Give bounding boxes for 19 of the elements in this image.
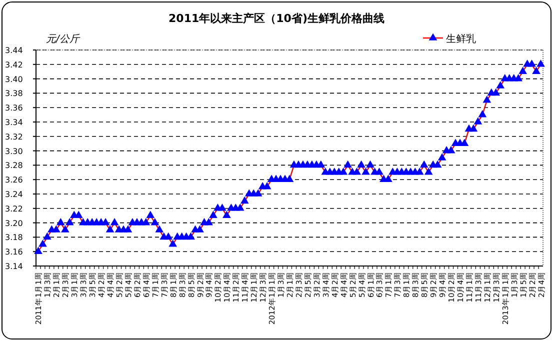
y-tick-label: 3.22 bbox=[5, 204, 23, 214]
y-tick-label: 3.38 bbox=[5, 89, 23, 98]
y-tick-label: 3.34 bbox=[5, 118, 23, 127]
y-tick-label: 3.28 bbox=[5, 161, 23, 170]
y-tick-label: 3.26 bbox=[5, 176, 23, 185]
y-tick-label: 3.40 bbox=[5, 74, 23, 84]
y-tick-label: 3.24 bbox=[5, 190, 23, 199]
chart-title: 2011年以来主产区（10省)生鲜乳价格曲线 bbox=[168, 12, 384, 25]
legend-label: 生鲜乳 bbox=[446, 33, 476, 45]
y-axis-title: 元/公斤 bbox=[46, 33, 80, 45]
y-tick-label: 3.30 bbox=[5, 146, 23, 156]
y-tick-label: 3.36 bbox=[5, 104, 23, 113]
y-tick-label: 3.18 bbox=[5, 233, 23, 242]
y-tick-label: 3.32 bbox=[5, 132, 23, 142]
y-tick-label: 3.20 bbox=[5, 218, 23, 228]
y-tick-label: 3.14 bbox=[5, 262, 23, 271]
y-tick-label: 3.42 bbox=[5, 60, 23, 70]
y-tick-label: 3.16 bbox=[5, 248, 23, 257]
y-tick-label: 3.44 bbox=[5, 46, 23, 55]
